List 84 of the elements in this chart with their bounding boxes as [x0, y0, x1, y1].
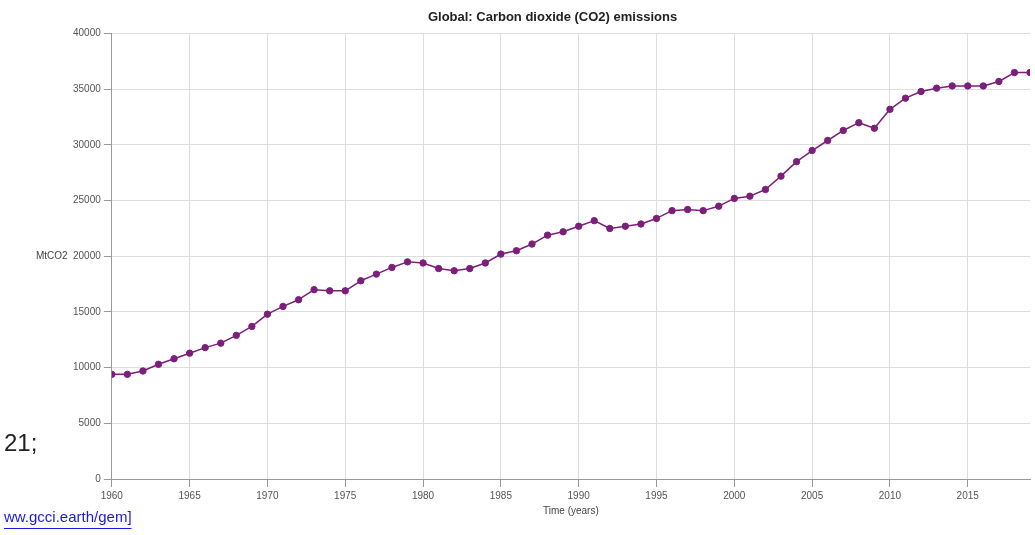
x-tick-label: 1995 [645, 489, 669, 501]
point [730, 194, 739, 203]
point [699, 206, 707, 215]
chart-title: Global: Carbon dioxide (CO2) emissions [427, 9, 678, 25]
x-tick-label: 1980 [411, 489, 435, 501]
point [170, 355, 178, 363]
point [481, 259, 490, 267]
point [964, 82, 972, 90]
point [761, 185, 770, 194]
point [823, 136, 832, 145]
point [154, 360, 163, 369]
point [808, 146, 816, 155]
point [388, 263, 396, 272]
point [637, 220, 645, 228]
point [450, 267, 458, 275]
point [668, 206, 676, 215]
point [357, 277, 365, 285]
point [559, 228, 567, 236]
point [403, 258, 412, 266]
point [310, 286, 318, 294]
point [886, 105, 894, 114]
point [419, 259, 427, 267]
x-axis-title: Time (years) [543, 504, 599, 516]
point [932, 84, 941, 92]
x-tick-label: 1985 [489, 489, 513, 501]
text: ww.gcci.earth/gem] [3, 508, 132, 525]
point [1010, 68, 1019, 77]
point [466, 264, 474, 273]
point [683, 205, 692, 214]
point [948, 82, 956, 90]
x-tick-label: 2005 [801, 489, 824, 501]
point [606, 224, 614, 233]
x-tick-label: 1960 [100, 489, 124, 501]
point [715, 202, 723, 210]
point [792, 157, 801, 166]
point [870, 124, 879, 132]
point [777, 172, 785, 180]
y-tick-label: 10000 [73, 361, 102, 373]
point [839, 126, 847, 135]
point [652, 214, 661, 223]
point [123, 370, 132, 379]
point [746, 192, 754, 200]
point [201, 343, 209, 352]
point [621, 222, 630, 230]
y-tick-label: 30000 [73, 138, 102, 150]
point [341, 287, 349, 295]
y-tick-label: 40000 [73, 27, 102, 39]
point [279, 302, 287, 311]
point [543, 231, 552, 239]
point [372, 270, 381, 278]
point [217, 339, 225, 347]
point [497, 250, 505, 258]
y-tick-label: 15000 [73, 305, 102, 317]
point [185, 349, 194, 357]
x-tick-label: 1975 [334, 489, 357, 501]
x-tick-label: 2000 [723, 489, 746, 501]
point [248, 322, 256, 331]
point [917, 87, 925, 96]
point [512, 247, 521, 255]
y-tick-label: 25000 [73, 194, 102, 206]
x-tick-label: 2010 [878, 489, 902, 501]
y-tick-label: 5000 [78, 417, 102, 429]
point [995, 77, 1003, 86]
text: 21; [4, 429, 38, 456]
y-axis-title: MtCO2 [36, 250, 69, 262]
point [139, 367, 147, 375]
x-tick-label: 1965 [178, 489, 202, 501]
point [979, 82, 988, 90]
x-tick-label: 1990 [567, 489, 591, 501]
x-tick-label: 2015 [956, 489, 980, 501]
point [434, 264, 443, 273]
point [263, 310, 272, 318]
y-tick-label: 0 [95, 472, 102, 484]
point [901, 94, 910, 102]
y-tick-label: 35000 [73, 83, 102, 95]
point [528, 240, 536, 248]
point [325, 287, 334, 295]
point [574, 222, 583, 230]
point [294, 296, 303, 304]
point [855, 118, 863, 127]
x-tick-label: 1970 [256, 489, 279, 501]
point [232, 331, 241, 340]
point [590, 216, 598, 225]
y-tick-label: 20000 [73, 250, 102, 262]
